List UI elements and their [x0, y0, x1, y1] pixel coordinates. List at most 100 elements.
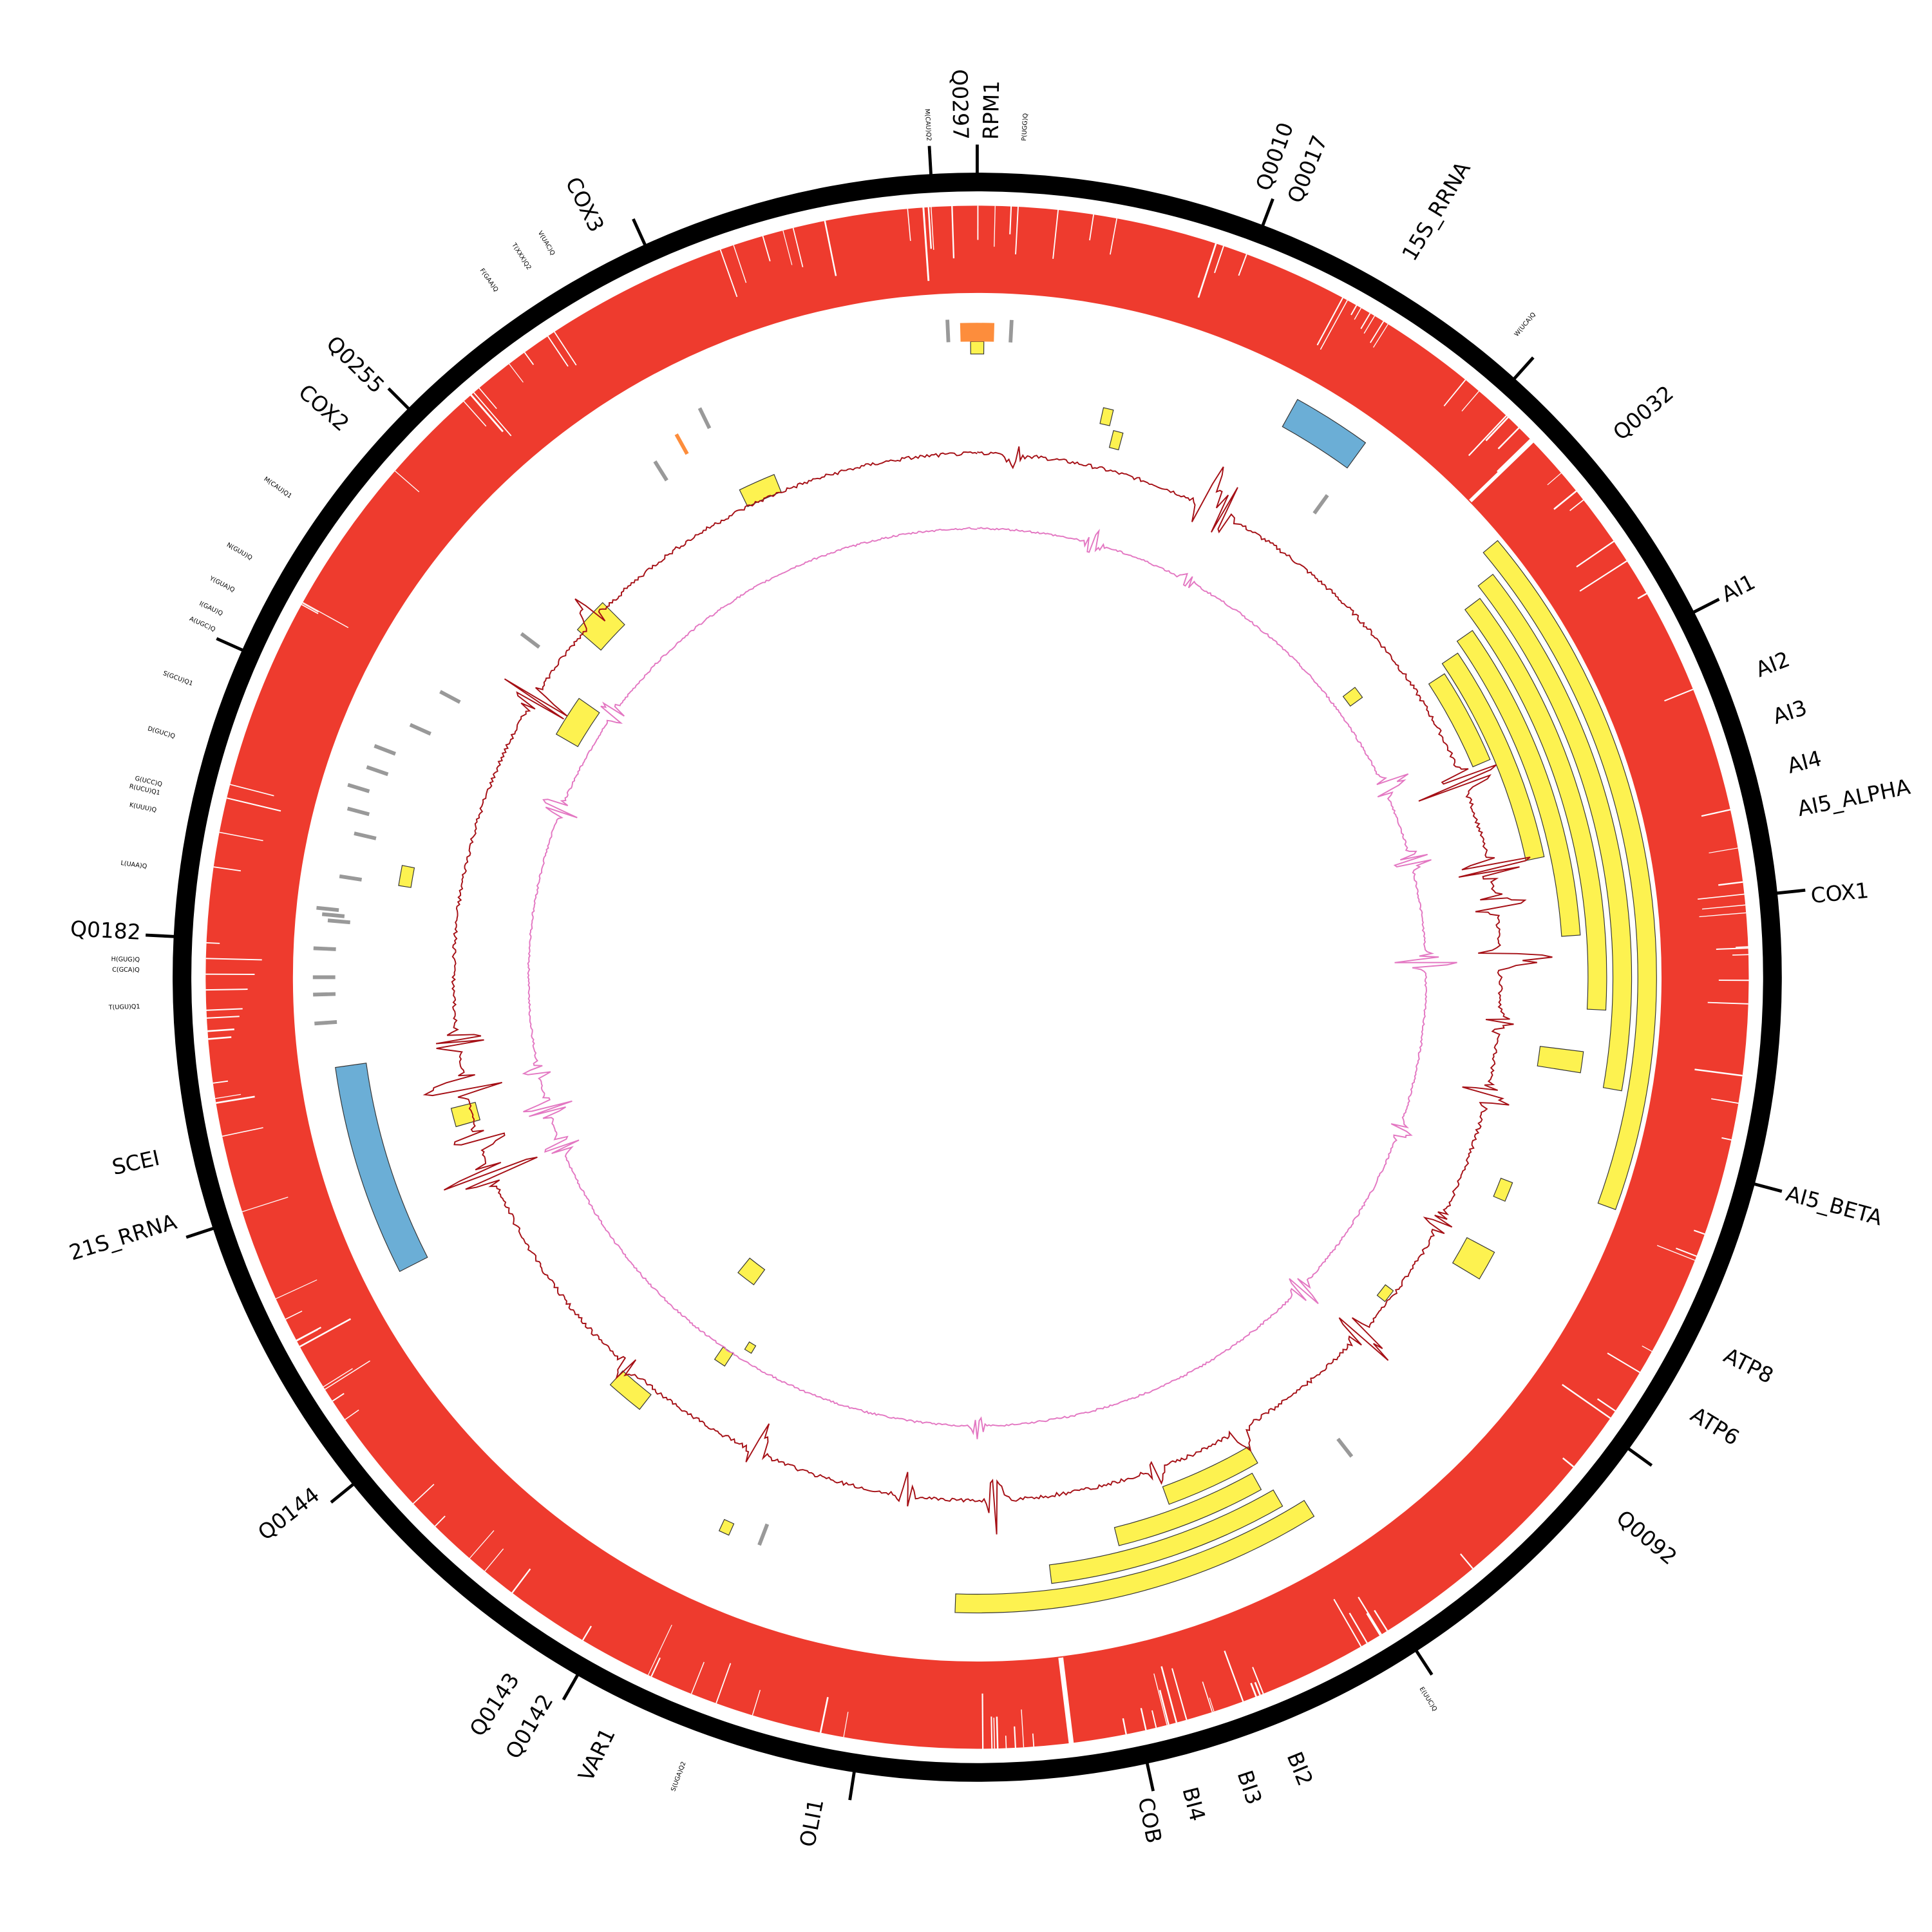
trna-label: H(GUG)Q: [111, 956, 140, 963]
coverage-dip: [782, 230, 793, 265]
coverage-dip: [1214, 245, 1224, 274]
coverage-dip: [752, 1690, 761, 1716]
trna-label: S(GCU)Q1: [162, 670, 193, 687]
coverage-dip: [1460, 1553, 1473, 1569]
coverage-dip: [302, 603, 319, 612]
coverage-dip: [1250, 1683, 1257, 1697]
coverage-dip: [299, 1318, 352, 1348]
exon-block: [1048, 1489, 1283, 1584]
coverage-dip: [285, 1311, 303, 1320]
coverage-dip: [478, 387, 497, 410]
coverage-dip: [1497, 427, 1520, 450]
exon-block: [555, 697, 600, 748]
trna-mark: [313, 946, 336, 951]
trna-label: Y(GUA)Q: [208, 574, 236, 594]
trna-mark: [366, 765, 389, 777]
gene-label: BI4: [1177, 1785, 1210, 1824]
coverage-dip: [511, 1568, 531, 1594]
gene-label: COX2: [294, 379, 354, 437]
exon-block: [1342, 687, 1363, 707]
trna-label: E(UUC)Q: [1418, 1686, 1439, 1713]
coverage-dip: [434, 1515, 446, 1527]
coverage-dip: [1159, 1689, 1170, 1725]
coverage-dip: [332, 1392, 345, 1402]
coverage-dip: [1197, 243, 1217, 298]
coverage-dip: [1005, 1736, 1007, 1748]
coverage-gap: [1469, 439, 1535, 503]
locus-tick: [1415, 1649, 1434, 1676]
coverage-dip: [1576, 540, 1615, 568]
exon-block: [714, 1346, 734, 1367]
coverage-dip: [1547, 473, 1562, 486]
coverage-dip: [1374, 1609, 1388, 1631]
coverage-dip: [276, 1279, 317, 1300]
gene-label: Q0144: [253, 1482, 324, 1545]
coverage-dip: [1238, 254, 1247, 276]
trna-mark: [321, 912, 345, 918]
coverage-dip: [1637, 592, 1647, 600]
coverage-dip: [1052, 209, 1059, 259]
exon-block: [970, 341, 985, 355]
coverage-dip: [907, 209, 911, 242]
coverage-dip: [296, 1327, 322, 1341]
coverage-dip: [222, 1127, 263, 1137]
trna-mark: [354, 831, 377, 840]
coverage-dip: [1468, 415, 1507, 457]
exon-block: [1162, 1446, 1258, 1505]
coverage-dip: [1009, 206, 1012, 234]
coverage-dip: [226, 797, 281, 812]
coverage-dip: [1562, 1457, 1575, 1468]
coverage-dip: [1569, 499, 1584, 511]
trna-label: A(UGC)Q: [188, 616, 216, 634]
coverage-dip: [1160, 1666, 1178, 1723]
trna-label: L(UAA)Q: [120, 860, 148, 870]
exon-block: [1477, 574, 1633, 1092]
coverage-dip: [1701, 904, 1746, 910]
trna-label: I(GAU)Q: [198, 600, 224, 618]
coverage-dip: [1596, 1398, 1616, 1412]
coverage-dip: [996, 1716, 999, 1749]
coverage-dip: [205, 958, 262, 961]
exon-block: [1452, 1236, 1495, 1280]
backbone-ring: [173, 173, 1782, 1782]
locus-tick: [216, 637, 243, 652]
gene-label: RPM1: [978, 80, 1005, 140]
coverage-dip: [206, 1008, 243, 1011]
coverage-dip: [1021, 1709, 1025, 1748]
exon-block: [737, 1257, 766, 1285]
coverage-dip: [1642, 1345, 1653, 1352]
exon-block: [576, 601, 625, 651]
coverage-dip: [302, 601, 349, 629]
signal-tracks: [422, 446, 1553, 1535]
trna-mark: [1312, 494, 1329, 515]
exon-block: [1108, 430, 1124, 451]
coverage-dip: [213, 1080, 229, 1084]
gene-label: AI5_BETA: [1783, 1180, 1885, 1230]
coverage-gap: [1058, 1657, 1074, 1745]
coverage-dip: [242, 1197, 289, 1213]
trna-label: T(XXX)Q2: [510, 242, 533, 271]
locus-tick: [1261, 198, 1274, 227]
trna-mark: [653, 460, 668, 482]
coverage-dip: [1224, 1651, 1244, 1702]
locus-tick: [562, 1674, 580, 1701]
gene-label: COX3: [560, 173, 609, 236]
exon-block: [744, 1341, 757, 1354]
coverage-dip: [1254, 1681, 1261, 1696]
coverage-dip: [509, 363, 524, 383]
gene-label: Q0182: [70, 916, 141, 945]
coverage-dip: [1110, 218, 1117, 255]
trna-mark: [346, 806, 370, 817]
trna-mark: [339, 874, 363, 882]
coverage-dip: [1122, 1718, 1127, 1735]
signal-line-light: [522, 527, 1457, 1439]
gene-label: ATP8: [1719, 1343, 1777, 1388]
gene-label: AI1: [1718, 569, 1759, 607]
coverage-dip: [219, 831, 263, 842]
coverage-dip: [1711, 1098, 1739, 1104]
coverage-dip: [1701, 809, 1731, 817]
feature-track: [312, 319, 1657, 1614]
trna-mark: [327, 918, 350, 925]
coverage-dip: [1014, 1726, 1016, 1748]
